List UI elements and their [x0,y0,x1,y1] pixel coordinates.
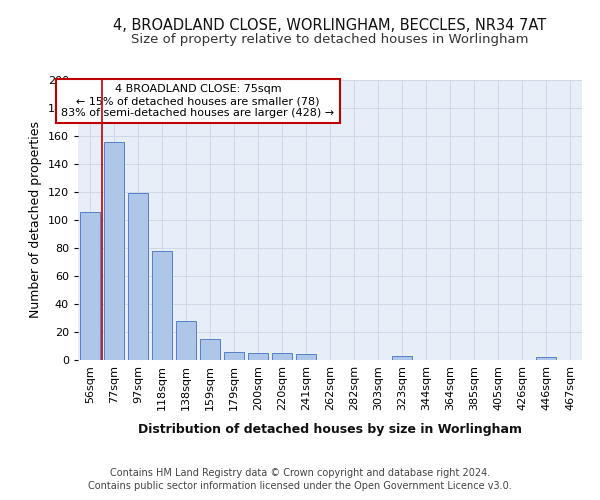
Bar [176,321,196,360]
Bar [128,194,148,360]
Bar [200,339,220,360]
Text: Size of property relative to detached houses in Worlingham: Size of property relative to detached ho… [131,32,529,46]
Text: 4 BROADLAND CLOSE: 75sqm
← 15% of detached houses are smaller (78)
83% of semi-d: 4 BROADLAND CLOSE: 75sqm ← 15% of detach… [61,84,335,117]
Text: Contains public sector information licensed under the Open Government Licence v3: Contains public sector information licen… [88,481,512,491]
Bar [272,353,292,360]
Text: Contains HM Land Registry data © Crown copyright and database right 2024.: Contains HM Land Registry data © Crown c… [110,468,490,477]
Text: 4, BROADLAND CLOSE, WORLINGHAM, BECCLES, NR34 7AT: 4, BROADLAND CLOSE, WORLINGHAM, BECCLES,… [113,18,547,32]
Bar [80,212,100,360]
Bar [224,352,244,360]
Bar [104,142,124,360]
Y-axis label: Number of detached properties: Number of detached properties [29,122,42,318]
Bar [296,354,316,360]
Text: Distribution of detached houses by size in Worlingham: Distribution of detached houses by size … [138,422,522,436]
Bar [392,356,412,360]
Bar [152,251,172,360]
Bar [248,353,268,360]
Bar [536,357,556,360]
